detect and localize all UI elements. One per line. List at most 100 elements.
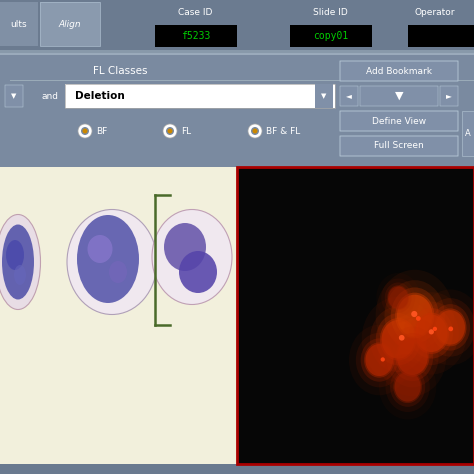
Circle shape xyxy=(251,127,259,135)
Ellipse shape xyxy=(379,354,436,419)
Text: ▼: ▼ xyxy=(11,93,17,99)
Text: Operator: Operator xyxy=(415,8,455,17)
Circle shape xyxy=(167,128,173,134)
Bar xyxy=(10,80,474,81)
Ellipse shape xyxy=(0,215,40,310)
Bar xyxy=(40,2,100,46)
FancyBboxPatch shape xyxy=(5,85,23,107)
Text: Case ID: Case ID xyxy=(178,8,212,17)
Text: Add Bookmark: Add Bookmark xyxy=(366,66,432,75)
Text: and: and xyxy=(42,91,58,100)
Ellipse shape xyxy=(179,251,217,293)
Ellipse shape xyxy=(365,344,393,376)
Ellipse shape xyxy=(67,210,157,315)
Ellipse shape xyxy=(382,320,415,358)
Ellipse shape xyxy=(361,338,398,382)
Circle shape xyxy=(428,329,434,335)
Circle shape xyxy=(416,316,420,321)
Text: ▼: ▼ xyxy=(321,93,327,99)
Ellipse shape xyxy=(88,235,112,263)
Text: BF: BF xyxy=(96,127,107,136)
FancyBboxPatch shape xyxy=(360,86,438,106)
Ellipse shape xyxy=(390,367,425,407)
Circle shape xyxy=(433,327,437,331)
Circle shape xyxy=(78,124,92,138)
Text: ◄: ◄ xyxy=(346,91,352,100)
Text: Full Screen: Full Screen xyxy=(374,142,424,151)
Text: Define View: Define View xyxy=(372,117,426,126)
Ellipse shape xyxy=(414,313,449,354)
Ellipse shape xyxy=(378,318,446,396)
Circle shape xyxy=(411,311,417,317)
Text: Deletion: Deletion xyxy=(75,91,125,101)
Ellipse shape xyxy=(152,210,232,304)
Text: A: A xyxy=(465,128,471,137)
Ellipse shape xyxy=(404,301,459,365)
Bar xyxy=(155,25,237,47)
Ellipse shape xyxy=(6,240,24,270)
Ellipse shape xyxy=(392,333,433,381)
Bar xyxy=(0,2,38,46)
Ellipse shape xyxy=(386,327,438,387)
Ellipse shape xyxy=(109,261,127,283)
Text: ►: ► xyxy=(446,91,452,100)
Text: Slide ID: Slide ID xyxy=(313,8,347,17)
Bar xyxy=(65,84,335,108)
Ellipse shape xyxy=(375,270,454,361)
Ellipse shape xyxy=(434,309,466,346)
Bar xyxy=(0,167,237,464)
Circle shape xyxy=(381,357,385,362)
Ellipse shape xyxy=(364,342,394,378)
Ellipse shape xyxy=(397,295,432,336)
Bar xyxy=(0,50,474,53)
Bar xyxy=(315,84,333,108)
Ellipse shape xyxy=(370,307,426,372)
Ellipse shape xyxy=(396,292,467,374)
Text: FL: FL xyxy=(181,127,191,136)
Text: FL Classes: FL Classes xyxy=(93,66,147,76)
FancyBboxPatch shape xyxy=(440,86,458,106)
Circle shape xyxy=(253,128,257,134)
Bar xyxy=(462,111,474,156)
Circle shape xyxy=(163,124,177,138)
Bar xyxy=(40,2,100,46)
Text: copy01: copy01 xyxy=(313,31,348,41)
Circle shape xyxy=(448,327,453,331)
Ellipse shape xyxy=(387,285,409,310)
Ellipse shape xyxy=(164,223,206,271)
Ellipse shape xyxy=(380,318,416,361)
Circle shape xyxy=(166,127,174,135)
Ellipse shape xyxy=(393,371,422,403)
Ellipse shape xyxy=(2,225,34,300)
Bar xyxy=(0,0,474,50)
Ellipse shape xyxy=(384,280,445,351)
Text: BF & FL: BF & FL xyxy=(266,127,300,136)
Ellipse shape xyxy=(77,215,139,303)
Bar xyxy=(408,25,474,47)
Ellipse shape xyxy=(376,313,420,365)
Ellipse shape xyxy=(395,337,429,377)
Bar xyxy=(0,464,474,474)
Ellipse shape xyxy=(397,339,428,375)
Text: Align: Align xyxy=(59,19,82,28)
Circle shape xyxy=(82,128,88,134)
Bar xyxy=(290,25,372,47)
Bar xyxy=(0,53,474,165)
FancyBboxPatch shape xyxy=(340,136,458,156)
Ellipse shape xyxy=(425,298,474,356)
Ellipse shape xyxy=(385,362,430,412)
Bar xyxy=(0,53,474,55)
Bar xyxy=(40,2,100,46)
Ellipse shape xyxy=(430,304,470,351)
Ellipse shape xyxy=(362,297,435,382)
Bar xyxy=(237,167,474,464)
Ellipse shape xyxy=(395,292,434,338)
Ellipse shape xyxy=(436,310,465,345)
Circle shape xyxy=(248,124,262,138)
Bar xyxy=(237,167,474,464)
Ellipse shape xyxy=(394,372,420,401)
Ellipse shape xyxy=(356,333,402,387)
Ellipse shape xyxy=(385,283,411,313)
Ellipse shape xyxy=(418,290,474,365)
Ellipse shape xyxy=(14,265,26,285)
